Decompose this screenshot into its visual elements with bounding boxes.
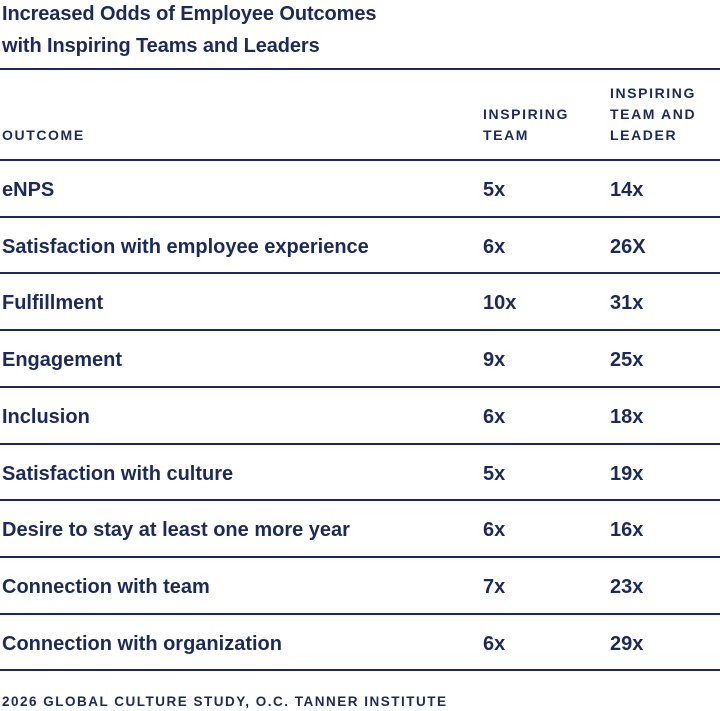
inspiring-team-cell: 7x (483, 575, 506, 598)
inspiring-team-cell: 5x (483, 462, 506, 485)
inspiring-team-and-leader-cell: 25x (610, 349, 644, 372)
row-rule (0, 669, 720, 671)
inspiring-team-and-leader-cell: 14x (610, 179, 644, 201)
table-row: Connection with organization 6x 29x (0, 615, 720, 670)
inspiring-team-cell: 6x (483, 405, 506, 428)
row-rule (0, 443, 720, 445)
header-rule (0, 159, 720, 161)
inspiring-team-and-leader-cell: 29x (610, 632, 644, 655)
header-team-leader-line-3: LEADER (610, 127, 678, 143)
inspiring-team-cell: 10x (483, 292, 517, 315)
header-team-leader-line-2: TEAM AND (610, 106, 697, 122)
outcome-cell: Fulfillment (2, 292, 104, 315)
table-row: Desire to stay at least one more year 6x 1… (0, 501, 720, 556)
table-row: Fulfillment 10x 31x (0, 274, 720, 329)
outcome-cell: eNPS (2, 179, 55, 201)
inspiring-team-cell: 6x (483, 235, 506, 258)
header-team-leader-line-1: INSPIRING (610, 85, 696, 101)
header-inspiring-team-and-leader: INSPIRING TEAM AND LEADER (610, 83, 696, 146)
page-title: Increased Odds of Employee Outcomes with… (2, 0, 377, 62)
table-row: eNPS 5x 14x (0, 161, 720, 216)
outcome-cell: Satisfaction with culture (2, 462, 234, 485)
header-inspiring-team-line-2: TEAM (483, 127, 530, 143)
table-header: OUTCOME INSPIRING TEAM INSPIRING TEAM AN… (0, 71, 720, 160)
inspiring-team-and-leader-cell: 19x (610, 462, 644, 485)
header-inspiring-team: INSPIRING TEAM (483, 104, 569, 146)
inspiring-team-and-leader-cell: 26X (610, 235, 646, 258)
outcome-cell: Satisfaction with employee experience (2, 235, 369, 258)
header-outcome: OUTCOME (2, 125, 85, 146)
inspiring-team-cell: 9x (483, 349, 506, 372)
inspiring-team-and-leader-cell: 31x (610, 292, 644, 315)
table-row: Satisfaction with employee experience 6x 2… (0, 218, 720, 273)
inspiring-team-and-leader-cell: 16x (610, 519, 644, 542)
row-rule (0, 272, 720, 274)
header-inspiring-team-line-1: INSPIRING (483, 106, 569, 122)
header-outcome-line: OUTCOME (2, 127, 85, 143)
row-rule (0, 386, 720, 388)
top-rule (0, 68, 720, 70)
outcome-cell: Inclusion (2, 405, 90, 428)
outcome-cell: Connection with organization (2, 632, 282, 655)
outcome-cell: Connection with team (2, 575, 210, 598)
inspiring-team-cell: 5x (483, 179, 506, 201)
row-rule (0, 499, 720, 501)
outcome-cell: Engagement (2, 349, 123, 372)
source-credit: 2026 GLOBAL CULTURE STUDY, O.C. TANNER I… (2, 694, 448, 709)
table-row: Engagement 9x 25x (0, 331, 720, 386)
row-rule (0, 556, 720, 558)
inspiring-team-and-leader-cell: 23x (610, 575, 644, 598)
outcome-cell: Desire to stay at least one more year (2, 519, 350, 542)
inspiring-team-cell: 6x (483, 519, 506, 542)
inspiring-team-and-leader-cell: 18x (610, 405, 644, 428)
title-line-2: with Inspiring Teams and Leaders (2, 35, 320, 57)
title-line-1: Increased Odds of Employee Outcomes (2, 3, 377, 25)
inspiring-team-cell: 6x (483, 632, 506, 655)
table-row: Inclusion 6x 18x (0, 388, 720, 443)
row-rule (0, 329, 720, 331)
row-rule (0, 613, 720, 615)
table-row: Satisfaction with culture 5x 19x (0, 445, 720, 500)
row-rule (0, 216, 720, 218)
table-row: Connection with team 7x 23x (0, 558, 720, 613)
